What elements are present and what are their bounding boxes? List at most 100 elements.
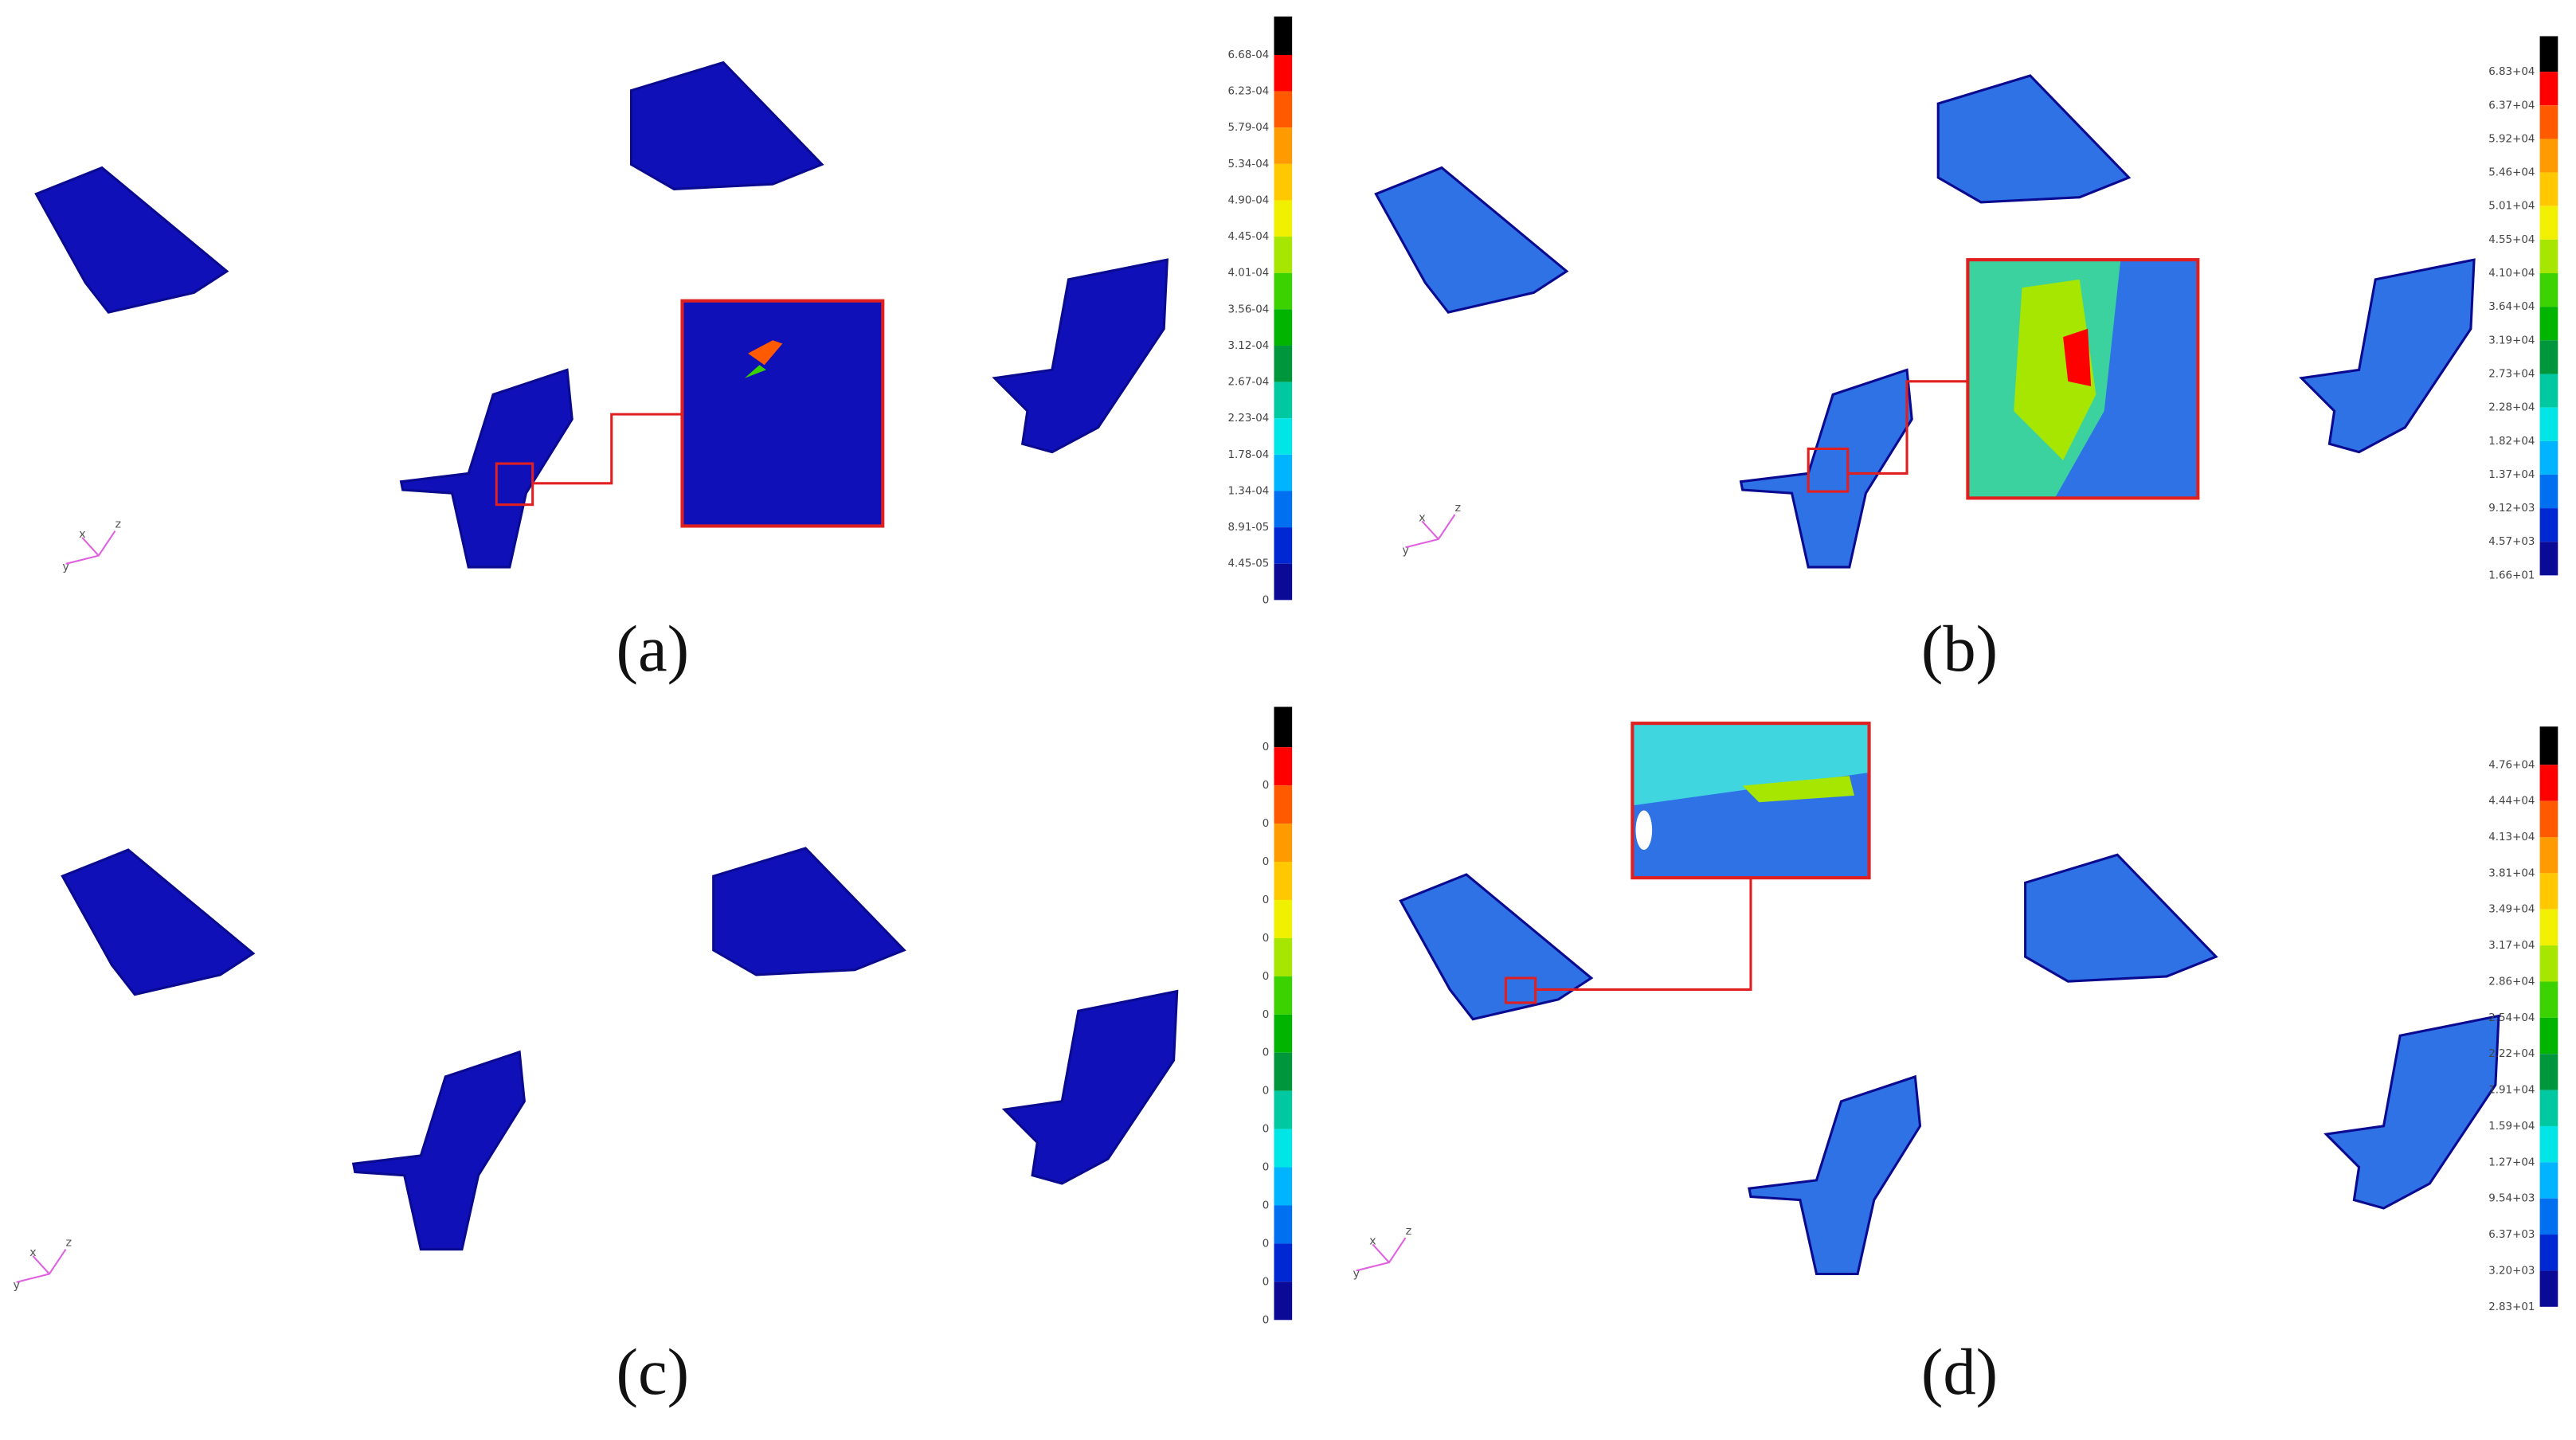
colorbar-label: 1.27+04: [2488, 1156, 2535, 1168]
panel: 4.76+04 4.44+04 4.13+04 3.81+04 3.49+04 3.17+…: [1353, 726, 2558, 1408]
colorbar-label: 2.83+01: [2488, 1301, 2535, 1313]
colorbar-label: 5.92+04: [2488, 133, 2535, 145]
colorbar-segment: [1274, 563, 1293, 601]
colorbar-segment: [1274, 272, 1293, 310]
colorbar-segment: [2539, 172, 2558, 206]
colorbar-label: 0: [1263, 1162, 1270, 1174]
hotspot: [744, 365, 766, 378]
colorbar-segment: [2539, 800, 2558, 838]
colorbar-label: 1.82+04: [2488, 436, 2535, 448]
colorbar-label: 8.91-05: [1228, 522, 1270, 534]
colorbar-label: 4.44+04: [2488, 796, 2535, 808]
part-mesh: [629, 61, 824, 190]
colorbar-label: 1.34-04: [1228, 485, 1270, 497]
colorbar-segment: [2539, 1090, 2558, 1126]
colorbar-label: 2.23-04: [1228, 413, 1270, 425]
triad-label: x: [1369, 1235, 1376, 1247]
colorbar-label: 4.76+04: [2488, 759, 2535, 771]
triad-label: z: [1454, 502, 1461, 515]
colorbar-segment: [2539, 945, 2558, 982]
panel: 6.68-04 6.23-04 5.79-04 5.34-04 4.90-04 4.45-…: [34, 16, 1293, 685]
colorbar-segment: [2539, 909, 2558, 946]
colorbar-segment: [1274, 862, 1293, 900]
triad-label: z: [115, 518, 121, 531]
stress-field: [1632, 773, 1869, 878]
part-mesh: [351, 1050, 526, 1251]
part-mesh: [2024, 853, 2218, 983]
colorbar-label: 0: [1263, 1238, 1270, 1250]
colorbar-label: 2.54+04: [2488, 1012, 2535, 1024]
colorbar-label: 4.57+03: [2488, 536, 2535, 548]
colorbar-segment: [1274, 1090, 1293, 1129]
colorbar-segment: [1274, 1014, 1293, 1053]
panel-label: (b): [1921, 612, 1998, 685]
colorbar-label: 1.91+04: [2488, 1085, 2535, 1097]
colorbar-segment: [2539, 765, 2558, 801]
colorbar-label: 3.49+04: [2488, 904, 2535, 916]
panel-label: (a): [617, 612, 690, 685]
part-mesh: [1739, 368, 1913, 569]
colorbar-segment: [2539, 474, 2558, 509]
colorbar-label: 3.19+04: [2488, 335, 2535, 346]
colorbar-label: 4.45-04: [1228, 231, 1270, 243]
colorbar-label: 3.56-04: [1228, 303, 1270, 315]
colorbar-label: 1.59+04: [2488, 1121, 2535, 1133]
colorbar-label: 0: [1263, 780, 1270, 792]
triad-label: x: [1419, 511, 1426, 524]
colorbar-label: 0: [1263, 1086, 1270, 1098]
colorbar-segment: [1274, 1052, 1293, 1091]
colorbar-segment: [2539, 1017, 2558, 1055]
colorbar-segment: [1274, 899, 1293, 938]
colorbar-label: 9.12+03: [2488, 503, 2535, 515]
colorbar-segment: [1274, 1282, 1293, 1321]
colorbar-segment: [2539, 837, 2558, 874]
colorbar-segment: [2539, 72, 2558, 106]
colorbar-segment: [1274, 382, 1293, 419]
triad-label: z: [66, 1236, 72, 1249]
colorbar-label: 0: [1263, 818, 1270, 830]
triad-label: x: [79, 528, 86, 541]
part-mesh: [2323, 1014, 2500, 1210]
colorbar-label: 2.22+04: [2488, 1048, 2535, 1060]
colorbar-segment: [2539, 374, 2558, 408]
hotspot: [1742, 776, 1854, 803]
colorbar-segment: [2539, 105, 2558, 139]
colorbar-label: 4.01-04: [1228, 268, 1270, 280]
colorbar-segment: [2539, 1198, 2558, 1235]
colorbar-label: 5.01+04: [2488, 201, 2535, 213]
colorbar-label: 0: [1263, 1199, 1270, 1211]
part-mesh: [992, 258, 1169, 454]
colorbar-segment: [2539, 1235, 2558, 1271]
triad-label: y: [14, 1279, 21, 1292]
colorbar-segment: [1274, 345, 1293, 382]
colorbar-segment: [2539, 508, 2558, 542]
stress-field: [2014, 279, 2096, 460]
colorbar-segment: [2539, 239, 2558, 274]
colorbar-segment: [2539, 1054, 2558, 1090]
colorbar-label: 0: [1263, 894, 1270, 906]
colorbar-label: 5.79-04: [1228, 122, 1270, 134]
colorbar-label: 5.46+04: [2488, 167, 2535, 179]
colorbar-segment: [2539, 340, 2558, 374]
colorbar-label: 4.10+04: [2488, 268, 2535, 280]
triad-label: z: [1406, 1225, 1412, 1238]
colorbar-segment: [1274, 706, 1293, 748]
part-mesh: [2299, 258, 2476, 454]
panel-label: (d): [1921, 1335, 1998, 1408]
colorbar-segment: [1274, 1243, 1293, 1282]
colorbar-label: 0: [1263, 971, 1270, 983]
colorbar-label: 0: [1263, 1009, 1270, 1021]
colorbar-segment: [1274, 91, 1293, 128]
triad-label: y: [62, 561, 69, 573]
part-mesh: [712, 847, 906, 976]
colorbar-segment: [2539, 873, 2558, 910]
zoom-line: [1847, 380, 1968, 475]
colorbar-label: 5.34-04: [1228, 158, 1270, 170]
colorbar-segment: [1274, 1205, 1293, 1244]
colorbar-segment: [2539, 1125, 2558, 1163]
colorbar-label: 3.12-04: [1228, 340, 1270, 352]
colorbar-label: 2.86+04: [2488, 976, 2535, 988]
colorbar-label: 9.54+03: [2488, 1193, 2535, 1205]
triad-label: y: [1353, 1268, 1360, 1281]
